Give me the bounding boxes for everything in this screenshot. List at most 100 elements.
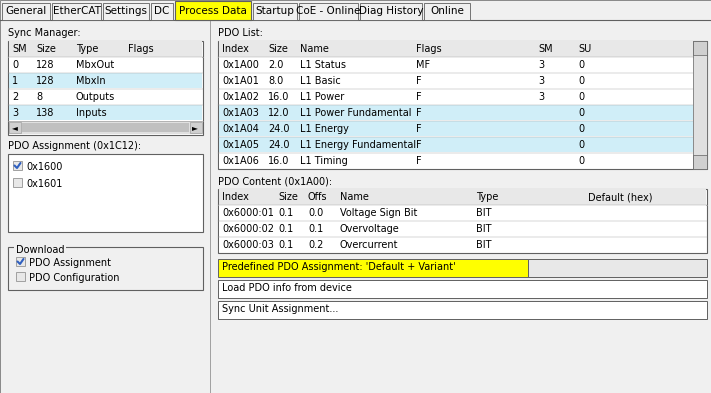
Bar — [13, 161, 22, 170]
Text: Offs: Offs — [308, 192, 328, 202]
Text: PDO Assignment (0x1C12):: PDO Assignment (0x1C12): — [8, 141, 141, 151]
Text: 0: 0 — [578, 60, 584, 70]
Text: 8.0: 8.0 — [268, 76, 283, 86]
Text: 0.1: 0.1 — [278, 208, 293, 218]
Bar — [219, 153, 693, 168]
Text: 16.0: 16.0 — [268, 92, 289, 102]
Text: L1 Power: L1 Power — [300, 92, 344, 102]
Text: Inputs: Inputs — [76, 108, 107, 118]
Text: 24.0: 24.0 — [268, 140, 289, 150]
Bar — [693, 41, 707, 55]
Bar — [13, 178, 22, 187]
Text: PDO Configuration: PDO Configuration — [29, 273, 119, 283]
Text: Index: Index — [222, 192, 249, 202]
Bar — [8, 247, 203, 290]
Bar — [9, 121, 202, 134]
Text: MbxIn: MbxIn — [76, 76, 106, 86]
Text: PDO Assignment: PDO Assignment — [29, 258, 111, 268]
Text: Startup: Startup — [255, 6, 294, 16]
Text: BIT: BIT — [476, 240, 491, 250]
Bar — [360, 3, 422, 20]
Bar — [218, 280, 707, 298]
Bar — [218, 301, 707, 319]
Bar — [219, 41, 706, 57]
Text: Flags: Flags — [128, 44, 154, 54]
Text: 0.1: 0.1 — [278, 240, 293, 250]
Text: Overvoltage: Overvoltage — [340, 224, 400, 234]
Text: Process Data: Process Data — [179, 6, 247, 16]
Text: 128: 128 — [36, 60, 55, 70]
Bar — [219, 137, 693, 152]
Text: Sync Manager:: Sync Manager: — [8, 28, 80, 38]
Text: Settings: Settings — [105, 6, 147, 16]
Bar — [9, 41, 202, 57]
Text: Flags: Flags — [416, 44, 442, 54]
Bar — [219, 221, 706, 236]
Text: 0x1A00: 0x1A00 — [222, 60, 259, 70]
Text: 0x1600: 0x1600 — [26, 162, 63, 172]
Bar — [0, 0, 711, 20]
Text: Default (hex): Default (hex) — [588, 192, 653, 202]
Text: SM: SM — [12, 44, 26, 54]
Bar — [253, 3, 297, 20]
Text: Size: Size — [278, 192, 298, 202]
Bar — [103, 3, 149, 20]
Text: 0x1A06: 0x1A06 — [222, 156, 259, 166]
Text: SM: SM — [538, 44, 552, 54]
Text: 128: 128 — [36, 76, 55, 86]
Text: 2: 2 — [12, 92, 18, 102]
Text: 0: 0 — [578, 140, 584, 150]
Bar — [528, 259, 707, 277]
Text: Outputs: Outputs — [76, 92, 115, 102]
Bar — [16, 272, 25, 281]
Text: Download: Download — [16, 245, 65, 255]
Bar — [693, 41, 707, 169]
Text: CoE - Online: CoE - Online — [296, 6, 360, 16]
Text: 0x6000:02: 0x6000:02 — [222, 224, 274, 234]
Bar — [219, 105, 693, 120]
Bar — [219, 121, 693, 136]
Text: Index: Index — [222, 44, 249, 54]
Bar — [9, 73, 202, 88]
Text: 0x1A05: 0x1A05 — [222, 140, 259, 150]
Text: General: General — [6, 6, 47, 16]
Text: ◄: ◄ — [12, 123, 18, 132]
Bar — [16, 257, 25, 266]
Text: 3: 3 — [538, 92, 544, 102]
Text: MF: MF — [416, 60, 430, 70]
Text: 16.0: 16.0 — [268, 156, 289, 166]
Text: 0: 0 — [12, 60, 18, 70]
Bar — [2, 3, 50, 20]
Text: 3: 3 — [12, 108, 18, 118]
Bar — [424, 3, 470, 20]
Text: 0.1: 0.1 — [308, 224, 324, 234]
Text: 0x1A04: 0x1A04 — [222, 124, 259, 134]
Text: 0.2: 0.2 — [308, 240, 324, 250]
Bar — [219, 205, 706, 220]
Bar — [151, 3, 173, 20]
Text: F: F — [416, 156, 422, 166]
Text: 0x1601: 0x1601 — [26, 179, 63, 189]
Bar — [8, 41, 203, 135]
Text: 0: 0 — [578, 124, 584, 134]
Text: PDO Content (0x1A00):: PDO Content (0x1A00): — [218, 176, 332, 186]
Text: ►: ► — [192, 123, 198, 132]
Text: Size: Size — [36, 44, 56, 54]
Text: 1: 1 — [12, 76, 18, 86]
Text: L1 Power Fundamental: L1 Power Fundamental — [300, 108, 412, 118]
Text: Voltage Sign Bit: Voltage Sign Bit — [340, 208, 417, 218]
Bar — [218, 41, 707, 169]
Text: BIT: BIT — [476, 224, 491, 234]
Text: Predefined PDO Assignment: 'Default + Variant': Predefined PDO Assignment: 'Default + Va… — [222, 262, 456, 272]
Text: L1 Energy Fundamental: L1 Energy Fundamental — [300, 140, 416, 150]
Bar — [9, 57, 202, 72]
Bar — [299, 3, 358, 20]
Text: 0x6000:01: 0x6000:01 — [222, 208, 274, 218]
Text: 0: 0 — [578, 92, 584, 102]
Text: F: F — [416, 108, 422, 118]
Text: L1 Status: L1 Status — [300, 60, 346, 70]
Bar — [693, 155, 707, 169]
Bar — [9, 89, 202, 104]
Text: Size: Size — [268, 44, 288, 54]
Text: 0: 0 — [578, 108, 584, 118]
